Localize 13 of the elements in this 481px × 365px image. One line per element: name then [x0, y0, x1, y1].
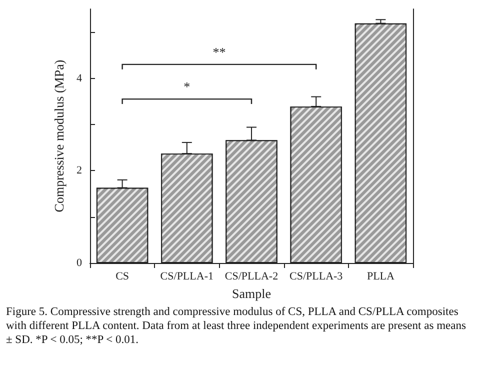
annotation: * [184, 79, 190, 94]
y-tick-label: 4 [76, 72, 82, 84]
annotation: ** [212, 44, 226, 60]
y-axis-title: Compressive modulus (MPa) [52, 60, 67, 212]
x-axis-title: Sample [232, 286, 272, 301]
x-tick-label: CS/PLLA-3 [290, 270, 344, 282]
x-tick-label: PLLA [366, 270, 395, 282]
y-tick-label: 2 [76, 164, 82, 177]
y-tick-label: 0 [76, 257, 82, 269]
x-tick-label: CS [116, 270, 130, 282]
x-tick-label: CS/PLLA-2 [224, 270, 278, 282]
x-tick-label: CS/PLLA-1 [160, 270, 214, 282]
caption: Figure 5. Compressive strength and compressive modulus of CS, PLLA and CS/PLLA composites with different PLLA content. Data from at least three independent experiments are present as means ± SD. *P < 0.05; **P < 0.01. [5, 305, 467, 347]
